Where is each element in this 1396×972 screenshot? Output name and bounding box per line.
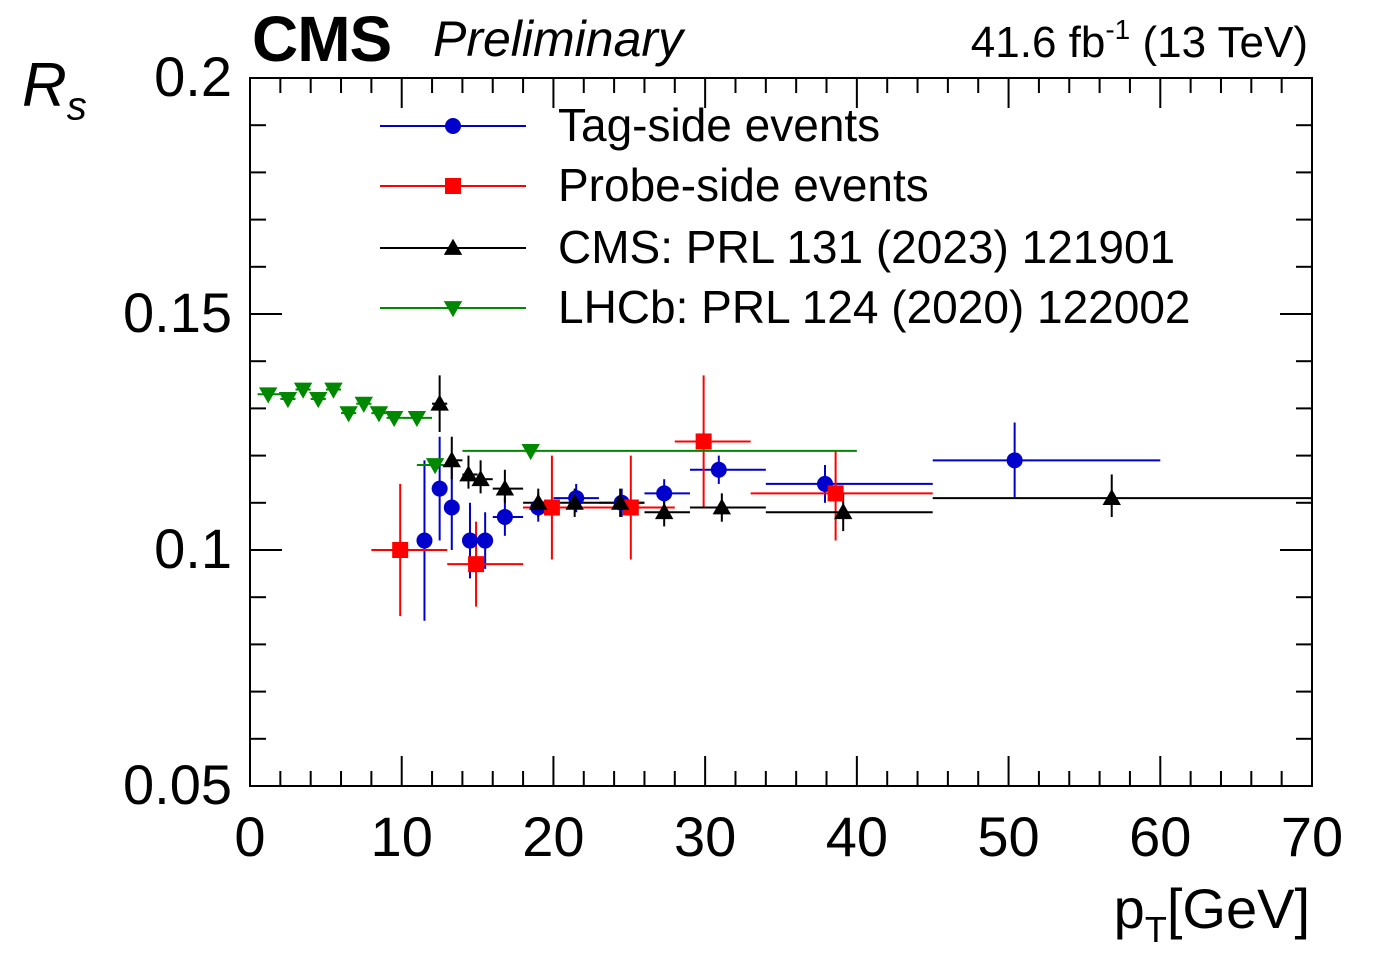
status-label: Preliminary — [433, 11, 684, 67]
plot-frame — [249, 77, 1313, 787]
legend-marker — [443, 238, 463, 255]
data-point — [461, 532, 478, 549]
x-axis-title: pT[GeV] — [1113, 876, 1310, 948]
y-axis-title: Rs — [22, 50, 87, 129]
y-tick-label: 0.05 — [123, 753, 232, 816]
data-point — [324, 382, 343, 399]
legend-marker — [443, 301, 463, 318]
data-point — [278, 392, 298, 409]
x-tick-label: 70 — [1280, 805, 1344, 868]
data-point — [521, 443, 540, 461]
data-point — [543, 499, 560, 516]
data-point — [392, 542, 409, 558]
data-point — [495, 479, 515, 496]
data-point — [309, 392, 328, 409]
data-point — [459, 465, 478, 482]
data-point — [354, 396, 373, 413]
legend-label: Probe-side events — [558, 159, 929, 211]
data-point — [384, 410, 404, 428]
data-point — [430, 394, 449, 411]
data-point — [710, 461, 727, 478]
x-tick-label: 30 — [673, 805, 737, 868]
data-point — [565, 493, 584, 510]
data-point — [610, 493, 630, 510]
data-point — [827, 485, 844, 502]
x-axis-main: p — [1113, 877, 1145, 940]
data-point — [339, 406, 358, 423]
data-point — [834, 503, 853, 520]
data-point — [1006, 452, 1023, 469]
data-point — [496, 508, 513, 525]
energy-label: (13 TeV) — [1142, 18, 1309, 67]
x-tick-label: 20 — [522, 805, 585, 868]
lumi-value: 41.6 fb — [970, 18, 1106, 67]
data-point — [468, 556, 485, 573]
legend-label: Tag-side events — [558, 99, 881, 151]
y-tick-label: 0.1 — [154, 517, 232, 580]
x-axis-unit: [GeV] — [1166, 877, 1310, 940]
x-tick-label: 60 — [1129, 805, 1192, 868]
data-point — [622, 499, 639, 516]
data-point — [529, 493, 548, 510]
x-tick-label: 40 — [825, 805, 888, 868]
data-point — [477, 532, 494, 549]
data-point — [1102, 488, 1121, 505]
x-axis-sub: T — [1144, 909, 1167, 950]
data-point — [369, 406, 389, 423]
data-point — [442, 451, 461, 468]
axis-ticks — [249, 77, 1313, 787]
legend-marker — [445, 178, 461, 194]
lumi-exponent: -1 — [1105, 14, 1131, 45]
legend-label: LHCb: PRL 124 (2020) 122002 — [558, 281, 1191, 333]
luminosity-label: 41.6 fb-1 (13 TeV) — [970, 16, 1309, 68]
x-tick-label: 0 — [234, 805, 266, 868]
data-markers — [259, 382, 1121, 573]
y-tick-label: 0.2 — [154, 45, 232, 108]
data-point — [425, 458, 445, 475]
data-point — [712, 498, 732, 515]
y-axis-sub: s — [66, 84, 87, 129]
y-tick-label: 0.15 — [123, 281, 232, 344]
data-point — [695, 433, 712, 450]
data-point — [431, 480, 448, 497]
data-point — [443, 499, 460, 516]
legend — [380, 118, 526, 318]
x-tick-label: 50 — [977, 805, 1040, 868]
data-point — [654, 503, 674, 520]
data-point — [656, 485, 673, 502]
legend-marker — [445, 118, 461, 134]
data-point — [293, 382, 313, 399]
data-point — [407, 410, 427, 428]
experiment-label: CMS — [252, 3, 392, 75]
y-axis-main: R — [22, 51, 67, 120]
data-point — [259, 387, 278, 404]
x-tick-label: 10 — [370, 805, 433, 868]
legend-label: CMS: PRL 131 (2023) 121901 — [558, 221, 1176, 273]
data-point — [471, 470, 490, 487]
data-point — [416, 532, 433, 549]
